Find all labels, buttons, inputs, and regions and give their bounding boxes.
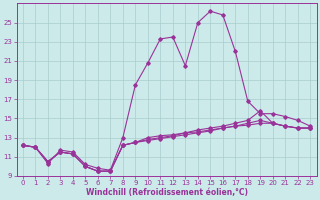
X-axis label: Windchill (Refroidissement éolien,°C): Windchill (Refroidissement éolien,°C) [85,188,248,197]
